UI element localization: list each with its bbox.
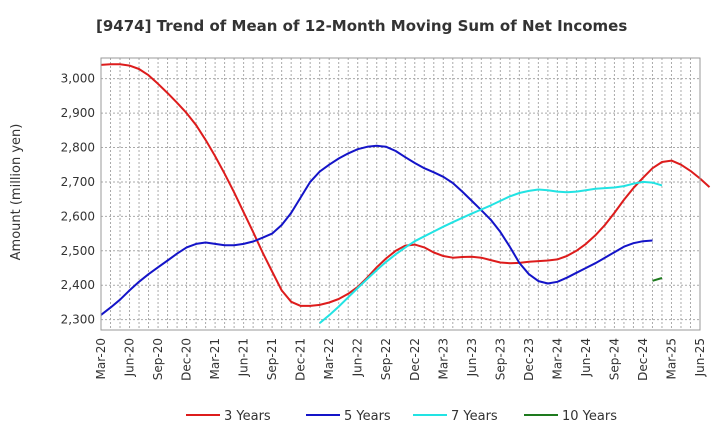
series-line-10-years	[652, 277, 663, 282]
x-tick-label: Jun-20	[123, 338, 137, 377]
x-tick-label: Sep-24	[607, 338, 621, 380]
y-axis: 2,300 2,400 2,500 2,600 2,700 2,800 2,900 3,000	[61, 72, 95, 327]
x-tick-label: Mar-20	[94, 338, 108, 379]
y-tick-label: 3,000	[61, 72, 95, 86]
grid	[100, 58, 701, 330]
y-tick-label: 2,600	[61, 209, 95, 223]
y-tick-label: 2,700	[61, 175, 95, 189]
x-tick-label: Mar-24	[550, 338, 564, 379]
y-tick-label: 2,400	[61, 278, 95, 292]
x-tick-label: Mar-25	[664, 338, 678, 379]
x-tick-label: Dec-24	[636, 338, 650, 381]
y-tick-label: 2,500	[61, 244, 95, 258]
series-lines	[100, 63, 711, 324]
legend-label: 10 Years	[562, 409, 617, 424]
x-tick-label: Dec-23	[522, 338, 536, 381]
x-tick-label: Jun-22	[351, 338, 365, 377]
x-tick-label: Jun-21	[237, 338, 251, 377]
series-line-5-years	[100, 144, 653, 316]
x-tick-label: Mar-22	[322, 338, 336, 379]
x-tick-label: Mar-21	[208, 338, 222, 379]
chart-title: [9474] Trend of Mean of 12-Month Moving …	[96, 17, 627, 35]
legend-label: 3 Years	[224, 409, 271, 424]
plot-frame	[100, 57, 701, 331]
series-line-3-years	[100, 63, 711, 307]
x-tick-label: Jun-24	[579, 338, 593, 377]
x-tick-label: Dec-20	[180, 338, 194, 381]
y-tick-label: 2,300	[61, 313, 95, 327]
x-tick-label: Sep-22	[379, 338, 393, 380]
y-tick-label: 2,800	[61, 141, 95, 155]
x-tick-label: Dec-22	[408, 338, 422, 381]
legend-label: 7 Years	[451, 409, 498, 424]
y-axis-label: Amount (million yen)	[9, 124, 24, 261]
x-tick-label: Mar-23	[436, 338, 450, 379]
y-tick-label: 2,900	[61, 106, 95, 120]
legend: 3 Years 5 Years 7 Years 10 Years	[186, 409, 617, 424]
x-tick-label: Dec-21	[294, 338, 308, 381]
x-tick-label: Sep-20	[151, 338, 165, 380]
x-tick-label: Sep-21	[265, 338, 279, 380]
x-axis: Mar-20 Jun-20 Sep-20 Dec-20 Mar-21 Jun-21 Sep-…	[94, 338, 707, 381]
x-tick-label: Sep-23	[493, 338, 507, 380]
legend-label: 5 Years	[344, 409, 391, 424]
x-tick-label: Jun-25	[693, 338, 707, 377]
x-tick-label: Jun-23	[465, 338, 479, 377]
series-line-7-years	[319, 180, 663, 324]
